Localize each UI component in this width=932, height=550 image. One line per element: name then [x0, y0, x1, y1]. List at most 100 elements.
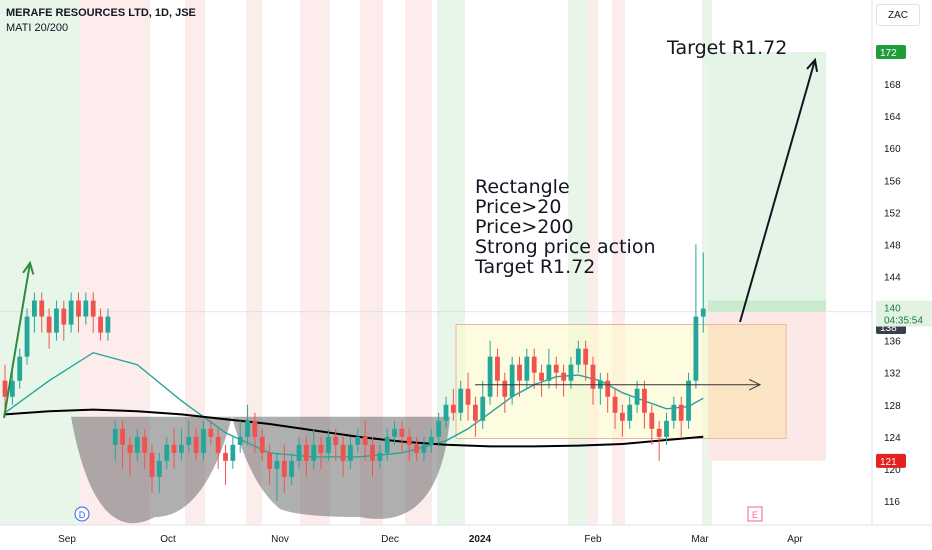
candle-body: [149, 452, 155, 477]
candle-body: [568, 364, 574, 381]
candle-body: [201, 428, 206, 453]
y-tick-label: 136: [884, 337, 901, 348]
candle-body: [627, 404, 633, 421]
up-arrow-left-head: [22, 260, 35, 275]
candle-body: [642, 388, 647, 413]
rectangle-box-orange: [708, 324, 786, 439]
y-tick-label: 156: [884, 176, 901, 187]
marker-e[interactable]: E: [747, 506, 763, 522]
candle-body: [2, 380, 8, 397]
x-tick-label: Apr: [787, 534, 803, 545]
target-arrow-head: [806, 57, 819, 72]
red-band: [185, 0, 205, 525]
candle-body: [61, 308, 67, 325]
candle-body: [289, 460, 295, 477]
x-tick-label: Sep: [58, 534, 76, 545]
candle-body: [32, 300, 37, 317]
candle-body: [303, 444, 309, 461]
candle-body: [112, 428, 118, 445]
candle-body: [392, 428, 397, 437]
y-tick-label: 132: [884, 369, 901, 380]
trend-arrows: [3, 57, 819, 419]
candle-body: [590, 364, 596, 389]
stop-price-label: 121: [880, 457, 897, 468]
candle-body: [164, 444, 170, 461]
target-zone: [708, 52, 826, 312]
x-tick-label: Dec: [381, 534, 399, 545]
candle-body: [83, 300, 89, 317]
candle-body: [46, 316, 52, 333]
candle-body: [326, 436, 331, 453]
candle-body: [127, 444, 133, 453]
time-axis[interactable]: Sep Oct Nov Dec 2024 Feb Mar Apr: [58, 534, 803, 545]
candle-body: [612, 396, 618, 413]
svg-text:E: E: [752, 510, 758, 520]
candle-body: [531, 356, 537, 373]
candle-body: [678, 404, 684, 421]
candle-body: [90, 300, 96, 317]
y-tick-label: 116: [884, 497, 900, 508]
candle-body: [230, 444, 236, 461]
candle-body: [495, 356, 500, 381]
candle-body: [348, 444, 353, 461]
candle-body: [700, 308, 706, 317]
candle-body: [384, 436, 390, 453]
target-price-label-bg: [876, 45, 906, 60]
candle-body: [333, 436, 339, 445]
y-tick-label: 164: [884, 112, 901, 123]
candle-body: [524, 356, 530, 381]
stop-price-label-bg: [876, 453, 906, 468]
candle-body: [54, 308, 59, 333]
candle-body: [465, 388, 471, 405]
candle-body: [186, 436, 192, 445]
target-zone-edge: [708, 300, 826, 312]
candle-body: [17, 356, 23, 381]
y-tick-label: 120: [884, 465, 901, 476]
candle-body: [193, 436, 199, 453]
candle-body: [546, 364, 552, 381]
y-tick-label: 152: [884, 208, 901, 219]
y-tick-label: 124: [884, 433, 901, 444]
marker-d[interactable]: D: [74, 506, 90, 522]
candle-body: [480, 396, 486, 421]
last-price-bg: [876, 300, 932, 327]
candle-body: [421, 444, 427, 453]
red-band: [360, 0, 383, 525]
y-tick-label: 128: [884, 401, 901, 412]
candle-body: [656, 428, 662, 437]
candle-body: [9, 380, 15, 397]
svg-text:D: D: [79, 510, 86, 520]
candle-body: [156, 460, 162, 477]
candle-body: [215, 436, 221, 453]
price-axis[interactable]: 116 120 124 128 132 136 140 144 148 152 156 160 164 1…: [884, 48, 901, 508]
candle-body: [223, 452, 228, 461]
candle-body: [98, 316, 103, 333]
candle-body: [428, 436, 434, 445]
candle-body: [502, 380, 508, 397]
candle-body: [473, 404, 478, 421]
candle-body: [24, 316, 30, 357]
candle-body: [179, 444, 184, 453]
candle-body: [370, 444, 375, 461]
red-band: [612, 0, 625, 525]
candle-body: [208, 428, 214, 437]
level-price-label: 138: [880, 323, 897, 334]
candle-body: [76, 300, 81, 317]
candle-body: [362, 436, 368, 445]
breakout-arrow-head: [748, 379, 762, 391]
candle-body: [634, 388, 640, 405]
red-band: [588, 0, 598, 525]
candle-body: [693, 316, 699, 381]
rectangle-note: Rectangle Price>20 Price>200 Strong pric…: [474, 176, 662, 278]
up-arrow-left: [3, 262, 31, 419]
target-price-label: 172: [880, 48, 897, 59]
candle-body: [340, 444, 346, 461]
y-tick-label: 160: [884, 144, 901, 155]
candle-body: [443, 404, 449, 421]
currency-button[interactable]: ZAC: [876, 4, 920, 26]
candle-body: [406, 436, 412, 445]
candle-body: [296, 444, 302, 461]
candle-body: [274, 460, 280, 469]
